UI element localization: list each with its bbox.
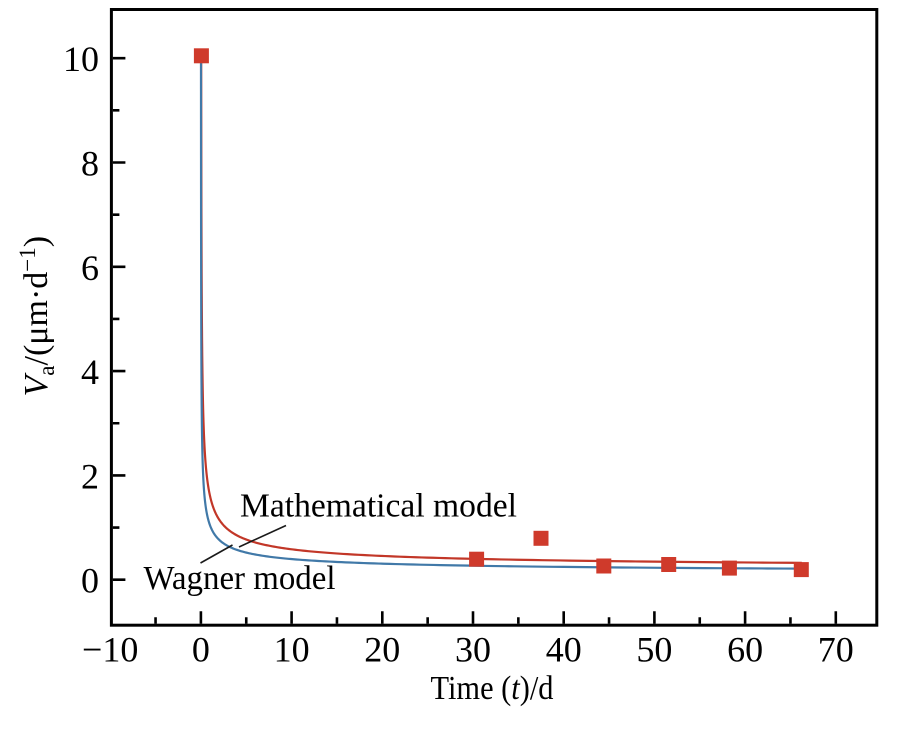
svg-text:0: 0	[192, 630, 210, 670]
svg-text:8: 8	[81, 144, 99, 184]
svg-text:10: 10	[274, 630, 310, 670]
svg-text:−10: −10	[82, 630, 138, 670]
svg-text:50: 50	[636, 630, 672, 670]
svg-text:0: 0	[81, 561, 99, 601]
svg-text:Time (t)/d: Time (t)/d	[431, 670, 554, 707]
svg-text:30: 30	[455, 630, 491, 670]
svg-text:2: 2	[81, 456, 99, 496]
svg-text:Va/(μm·d−1): Va/(μm·d−1)	[15, 236, 59, 397]
svg-text:40: 40	[546, 630, 582, 670]
svg-text:60: 60	[727, 630, 763, 670]
svg-text:4: 4	[81, 352, 99, 392]
svg-text:10: 10	[63, 39, 99, 79]
svg-text:70: 70	[818, 630, 854, 670]
svg-text:20: 20	[364, 630, 400, 670]
svg-text:6: 6	[81, 248, 99, 288]
svg-text:Wagner model: Wagner model	[144, 560, 336, 597]
svg-text:Mathematical model: Mathematical model	[240, 488, 517, 525]
